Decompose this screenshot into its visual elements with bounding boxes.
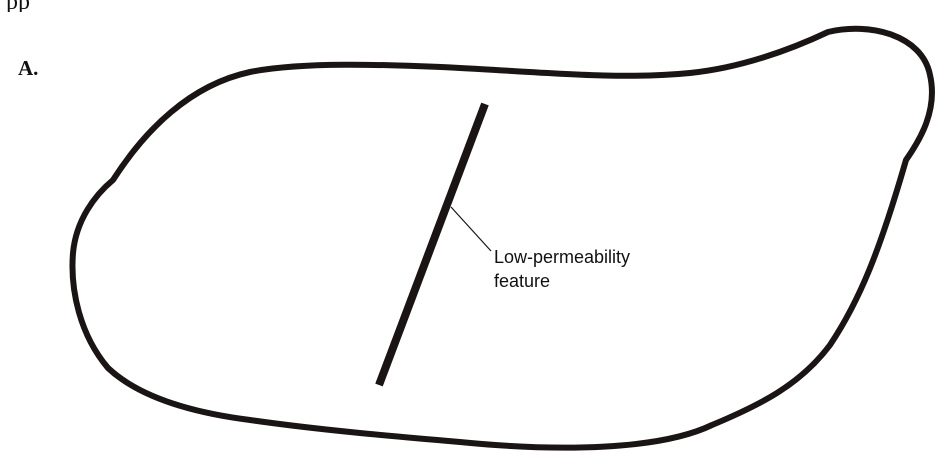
low-permeability-feature-line — [375, 102, 489, 387]
panel-label: A. — [18, 56, 39, 80]
callout-leader-line — [450, 206, 492, 252]
callout-label-line-2: feature — [494, 271, 551, 291]
clipped-text-fragment: pp — [0, 0, 948, 12]
region-boundary-outline — [69, 25, 935, 451]
callout-label: Low-permeability feature — [494, 245, 630, 293]
callout-label-line-1: Low-permeability — [494, 247, 631, 267]
